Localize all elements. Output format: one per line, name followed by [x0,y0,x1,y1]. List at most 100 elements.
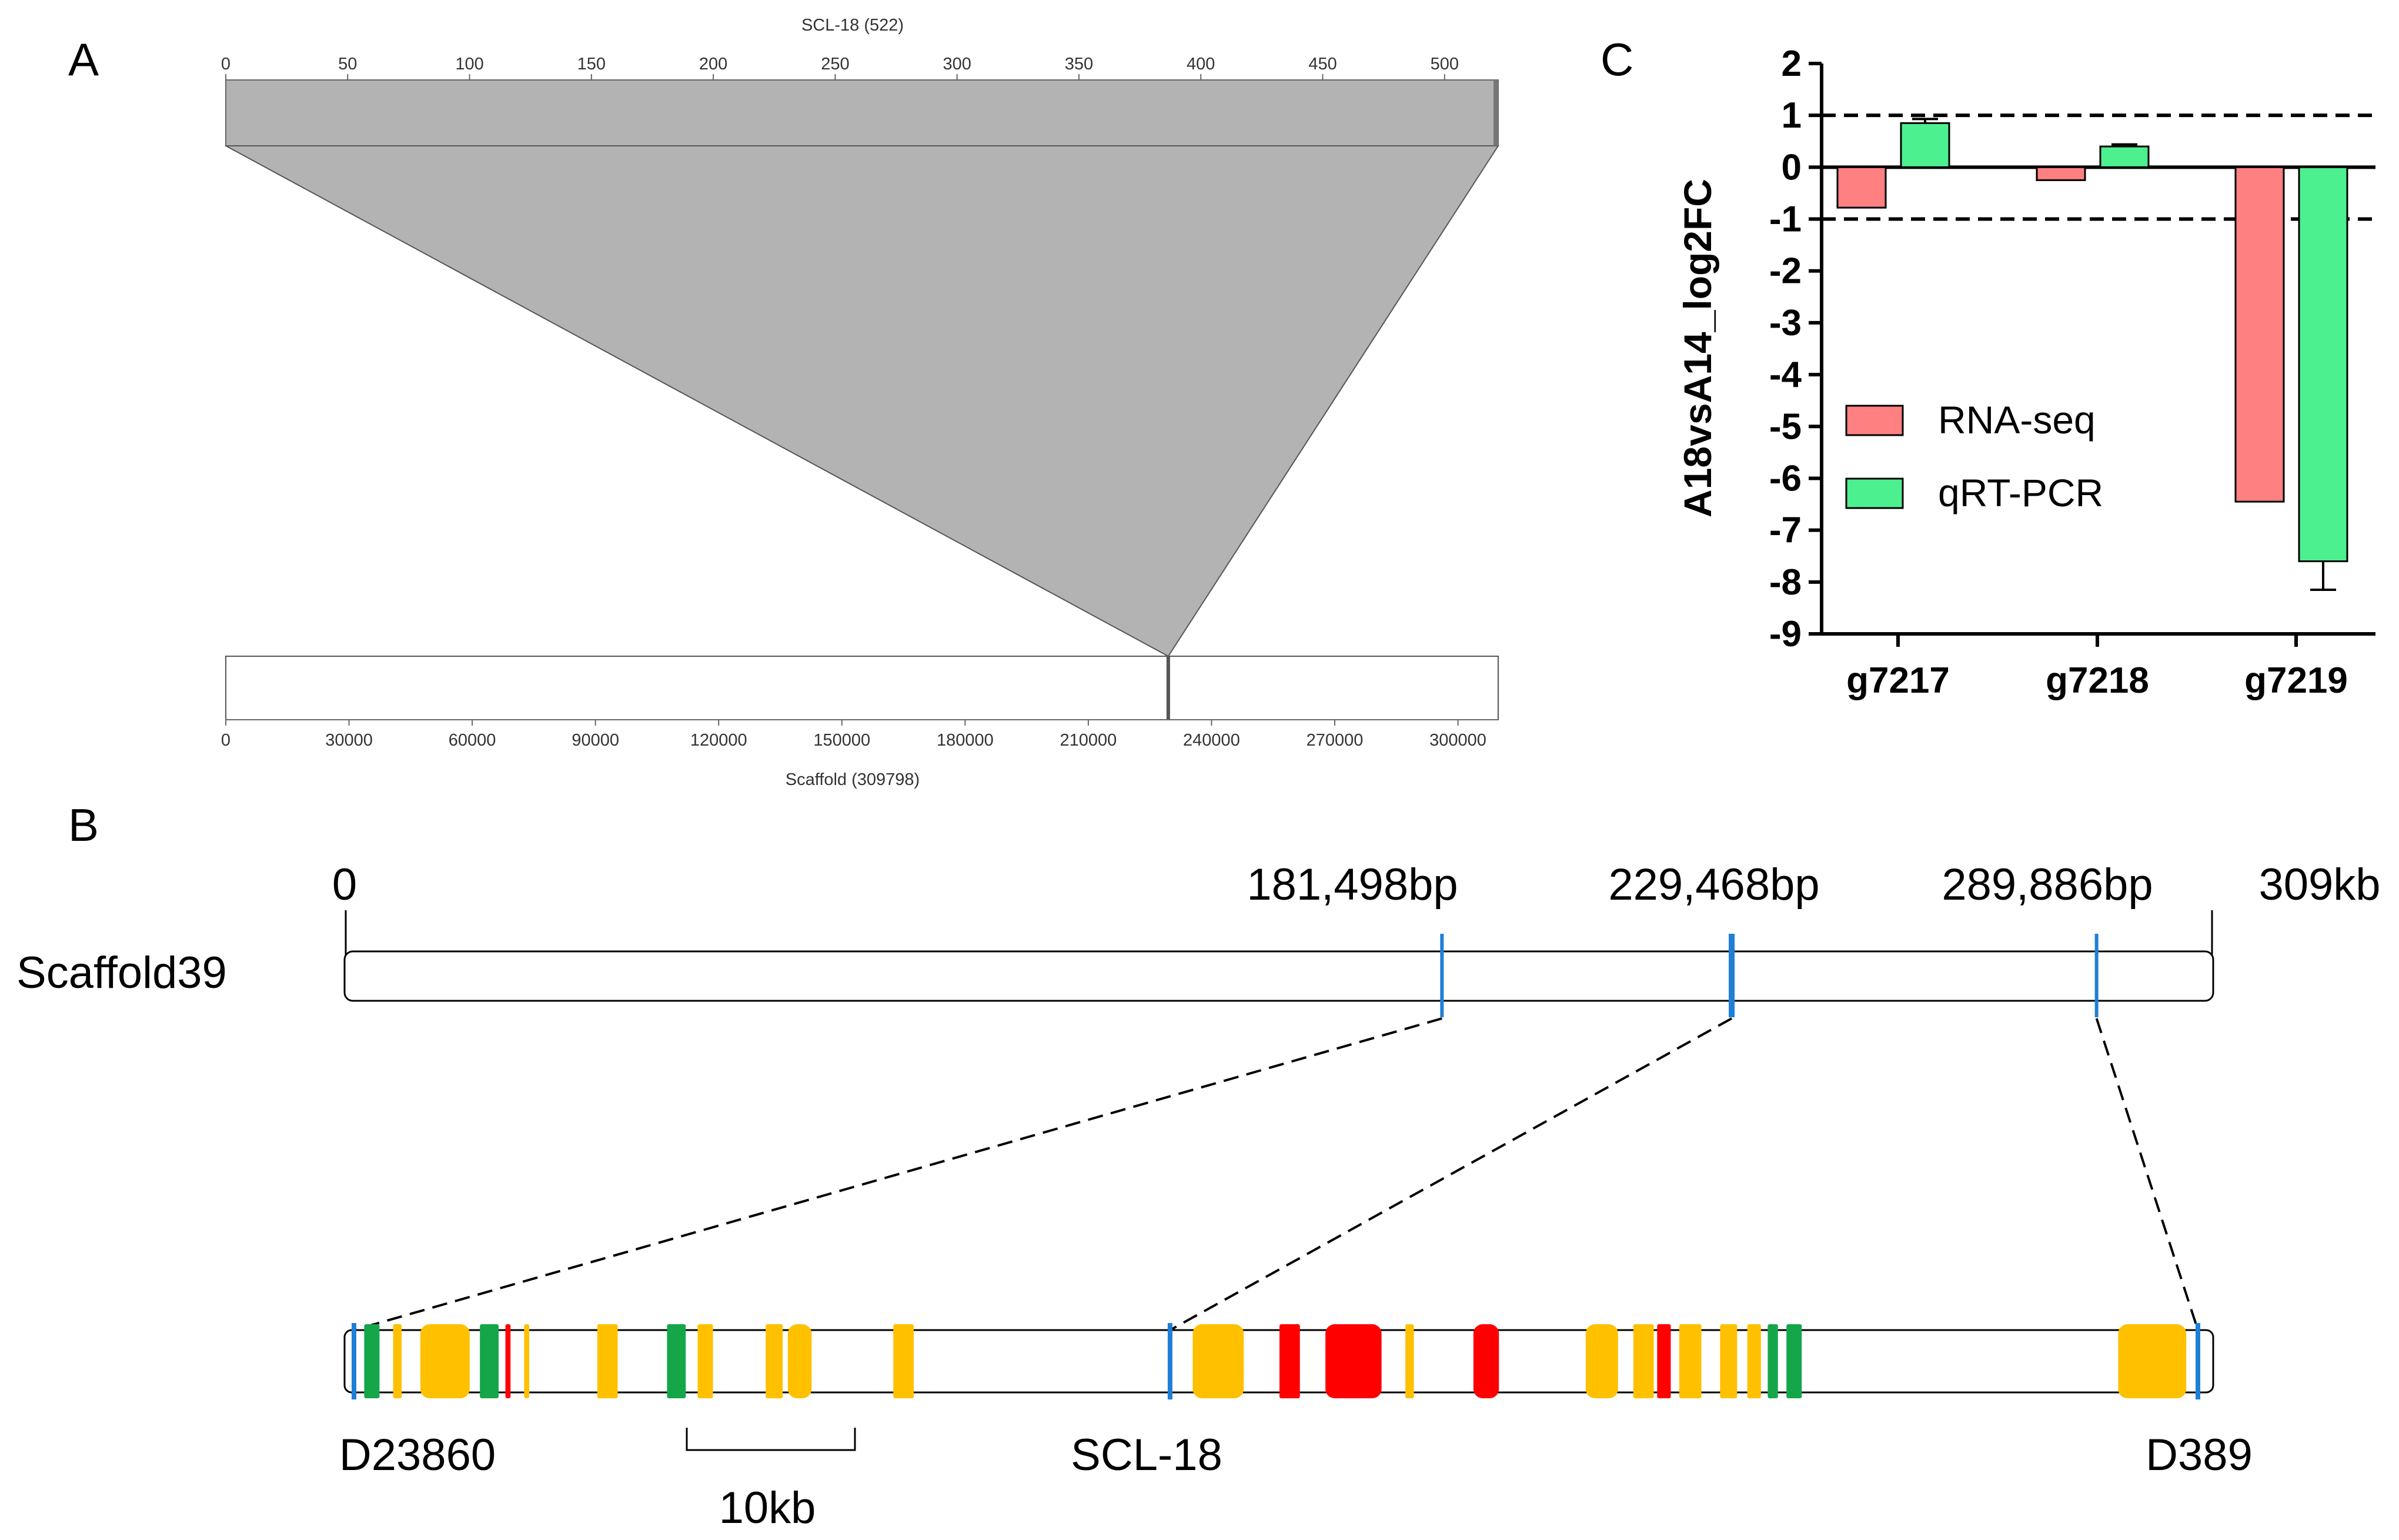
legend-swatch-qrtpcr [1845,477,1904,509]
gene-orange [1720,1324,1738,1398]
bar-rna-seq-g7219 [2234,166,2285,503]
zoom-region-bar [343,1329,2214,1394]
scaffold-label: Scaffold (309798) [786,770,920,789]
zoom-line [353,1017,1442,1331]
y-tick-label: -2 [1769,251,1802,292]
gene-orange [697,1324,713,1398]
bar-rna-seq-g7218 [2036,166,2086,181]
panel-a: A SCL-18 (522) 0 50 100 150 200 250 300 350 400 4… [68,16,1499,789]
y-tick-label: -8 [1769,562,1802,603]
gene-orange [1679,1324,1702,1398]
y-tick-label: 2 [1782,44,1802,84]
y-tick-label: 1 [1782,95,1802,136]
zoom-markers: D23860 SCL-18 D389 [339,1323,2253,1480]
scaffold-tick-label: 180000 [937,731,994,750]
zoom-marker-line [352,1323,356,1399]
scaffold-tick-label: 90000 [572,731,619,750]
zoom-marker-line [2196,1323,2200,1399]
marker-label: D23860 [339,1430,496,1480]
scaffold-axis: 0 30000 60000 90000 120000 150000 180000 210000… [221,719,1498,750]
scaffold-tick-label: 30000 [325,731,373,750]
y-tick-label: 0 [1782,147,1802,188]
y-tick-label: -4 [1769,355,1802,395]
scaffold-sequence-bar [225,656,1499,720]
x-tick-label: g7219 [2244,660,2348,701]
legend-label-rnaseq: RNA-seq [1938,398,2096,442]
scaffold-tick-label: 300000 [1429,731,1486,750]
scl18-axis: 0 50 100 150 200 250 300 350 400 450 500 [221,55,1498,81]
scl18-tick-label: 200 [699,55,727,74]
zoom-line [1169,1017,1733,1331]
gene-orange [524,1324,530,1398]
scl18-tick-label: 300 [943,55,971,74]
gene-orange [420,1324,470,1398]
gene-red [1325,1324,1382,1398]
gene-orange [597,1324,618,1398]
panel-a-letter: A [68,34,99,85]
legend-label-qrtpcr: qRT-PCR [1938,471,2103,515]
position-marker [1729,934,1735,1017]
x-tick-label: g7218 [2046,660,2149,701]
scl18-label: SCL-18 (522) [801,16,904,35]
position-marker [2094,934,2099,1017]
position-label: 289,886bp [1942,860,2153,910]
gene-green [667,1324,686,1398]
gene-red [1279,1324,1300,1398]
bar-qrt-pcr-g7219 [2298,166,2348,563]
scaffold-tick-label: 240000 [1183,731,1240,750]
gene-orange [1585,1324,1618,1398]
gene-green [1786,1324,1802,1398]
alignment-region [225,145,1499,657]
gene-green [1767,1324,1778,1398]
scl18-tick-label: 350 [1065,55,1093,74]
gene-orange [393,1324,402,1398]
gene-track [364,1324,2187,1398]
y-tick-label: -7 [1769,510,1802,551]
scaffold-name: Scaffold39 [16,948,227,998]
gene-orange [1192,1324,1244,1398]
scl18-tick-label: 0 [221,55,230,74]
gene-orange [787,1324,812,1398]
scl18-tick-label: 50 [338,55,357,74]
gene-orange [1747,1324,1761,1398]
y-tick-label: -3 [1769,303,1802,343]
scl18-end-marker [1493,80,1498,146]
zoom-lines [353,1017,2199,1331]
scaffold-tick-label: 210000 [1060,731,1117,750]
gene-orange [766,1324,783,1398]
log2fc-bar-chart: 2 1 0 -1 -2 -3 -4 -5 -6 -7 -8 -9 g7217 g7218 g7219 [1769,44,2375,701]
scaffold-tick-label: 270000 [1307,731,1364,750]
panel-c-letter: C [1601,34,1633,85]
marker-label: SCL-18 [1071,1430,1222,1480]
position-marker [1440,934,1444,1017]
scaffold-tick-label: 0 [221,731,230,750]
chart-legend: RNA-seq qRT-PCR [1845,398,2103,515]
alignment-target-marker [1166,656,1170,720]
gene-red [1657,1324,1671,1398]
y-tick-label: -6 [1769,458,1802,499]
scl18-tick-label: 450 [1308,55,1337,74]
y-tick-label: -9 [1769,614,1802,654]
y-tick-label: -5 [1769,406,1802,447]
scaffold-positions: 181,498bp 229,468bp 289,886bp [1247,860,2153,1017]
panel-c: C A18vsA14_log2FC 2 1 0 -1 -2 -3 -4 -5 -6 -7 -8 -9 g… [1601,34,2375,701]
x-tick-label: g7217 [1846,660,1950,701]
marker-label: D389 [2146,1430,2253,1480]
gene-green [364,1324,380,1398]
bar-qrt-pcr-g7218 [2099,145,2150,168]
scaffold-end-label: 309kb [2258,860,2380,910]
scale-bar-label: 10kb [719,1483,816,1533]
bar-qrt-pcr-g7217 [1900,122,1950,168]
scl18-tick-label: 400 [1187,55,1215,74]
gene-orange [2118,1324,2187,1398]
scl18-sequence-bar [225,79,1499,146]
position-label: 229,468bp [1608,860,1819,910]
bar-rna-seq-g7217 [1836,166,1887,209]
zoom-marker-line [1167,1323,1172,1399]
scl18-tick-label: 250 [821,55,849,74]
scaffold-bar [343,950,2214,1002]
gene-green [480,1324,499,1398]
gene-red [505,1324,511,1398]
legend-swatch-rnaseq [1845,405,1904,436]
